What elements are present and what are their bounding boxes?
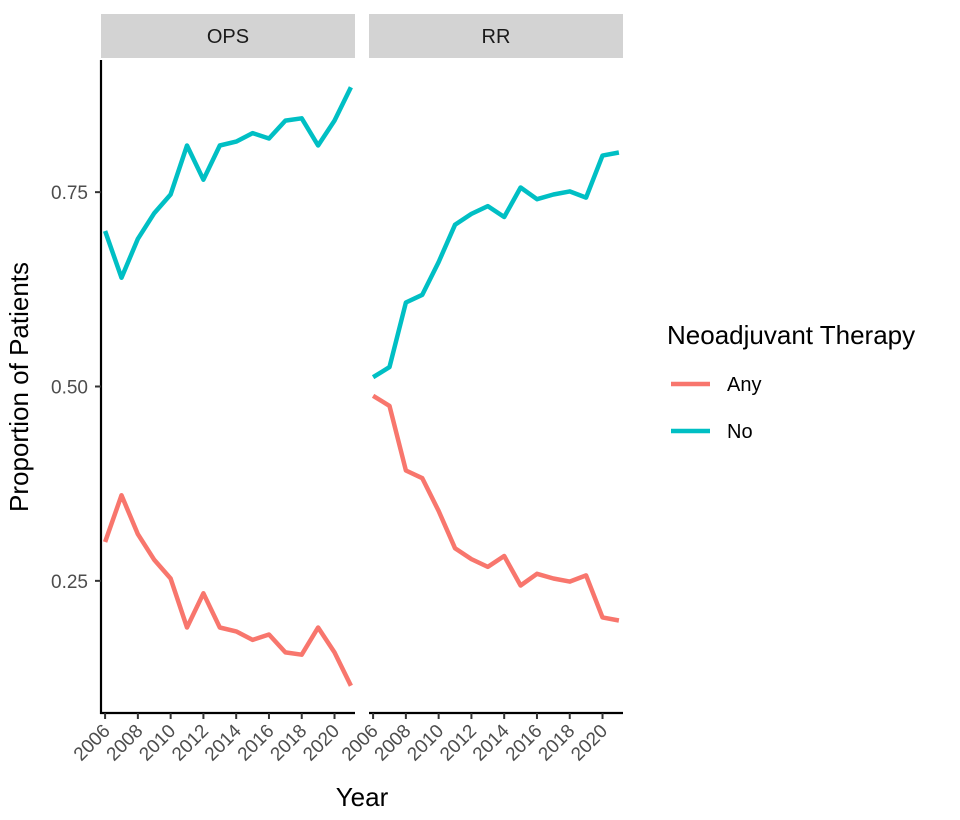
x-tick-label: 2012: [168, 721, 213, 766]
facet-strip-rr-background: [369, 14, 623, 58]
x-tick-label: 2014: [201, 720, 246, 765]
x-tick-label: 2006: [338, 721, 383, 766]
series-lines: [102, 86, 620, 687]
y-axis-title: Proportion of Patients: [4, 262, 34, 512]
y-tick-label: 0.25: [51, 572, 88, 593]
x-tick-label: 2018: [267, 721, 312, 766]
legend: Neoadjuvant Therapy Any No: [667, 320, 915, 443]
facet-strip-ops-label: OPS: [207, 26, 249, 48]
series-line-ops-no: [102, 86, 353, 280]
x-tick-label: 2008: [103, 721, 148, 766]
series-line-rr-no: [371, 150, 620, 380]
facet-strip-ops: OPS: [101, 14, 355, 58]
x-axis-ticks: 2006200820102012201420162018202020062008…: [70, 713, 612, 765]
x-tick-label: 2016: [234, 721, 279, 766]
y-tick-label: 0.50: [51, 378, 88, 399]
series-line-rr-any: [371, 393, 620, 623]
legend-label-any: Any: [727, 374, 761, 396]
y-axis-ticks: 0.25 0.50 0.75: [51, 183, 101, 593]
x-tick-label: 2016: [502, 721, 547, 766]
legend-title: Neoadjuvant Therapy: [667, 320, 915, 350]
x-tick-label: 2012: [436, 721, 481, 766]
x-tick-label: 2014: [469, 720, 514, 765]
x-tick-label: 2020: [299, 721, 344, 766]
facet-strip-rr: RR: [369, 14, 623, 58]
x-tick-label: 2018: [535, 721, 580, 766]
x-tick-label: 2010: [135, 721, 180, 766]
x-tick-label: 2020: [567, 721, 612, 766]
facet-strip-ops-background: [101, 14, 355, 58]
y-tick-label: 0.75: [51, 183, 88, 204]
x-tick-label: 2010: [403, 721, 448, 766]
legend-label-no: No: [727, 421, 753, 443]
facet-strip-rr-label: RR: [482, 26, 511, 48]
x-axis-title: Year: [336, 782, 389, 812]
x-tick-label: 2006: [70, 721, 115, 766]
series-line-ops-any: [102, 493, 353, 687]
x-tick-label: 2008: [371, 721, 416, 766]
